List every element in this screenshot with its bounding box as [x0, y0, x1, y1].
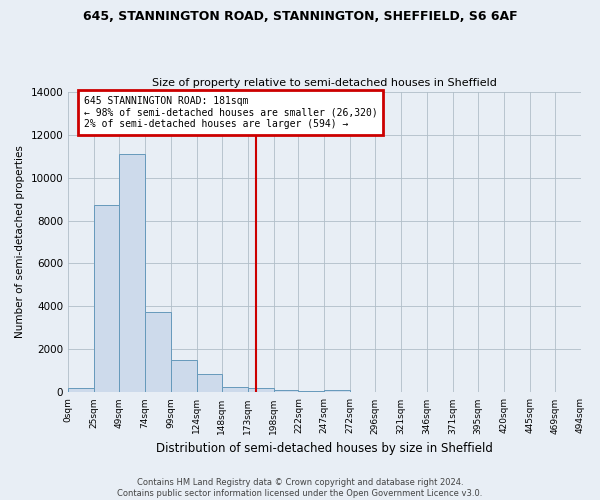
Bar	[197, 374, 221, 392]
Bar	[274, 390, 298, 392]
Bar	[94, 206, 119, 392]
Text: Contains HM Land Registry data © Crown copyright and database right 2024.
Contai: Contains HM Land Registry data © Crown c…	[118, 478, 482, 498]
X-axis label: Distribution of semi-detached houses by size in Sheffield: Distribution of semi-detached houses by …	[156, 442, 493, 455]
Text: 645 STANNINGTON ROAD: 181sqm
← 98% of semi-detached houses are smaller (26,320)
: 645 STANNINGTON ROAD: 181sqm ← 98% of se…	[83, 96, 377, 130]
Bar	[145, 312, 171, 392]
Bar	[171, 360, 197, 392]
Bar	[248, 388, 274, 392]
Text: 645, STANNINGTON ROAD, STANNINGTON, SHEFFIELD, S6 6AF: 645, STANNINGTON ROAD, STANNINGTON, SHEF…	[83, 10, 517, 23]
Bar	[68, 388, 94, 392]
Bar	[119, 154, 145, 392]
Y-axis label: Number of semi-detached properties: Number of semi-detached properties	[15, 146, 25, 338]
Bar	[221, 387, 248, 392]
Bar	[325, 390, 350, 392]
Title: Size of property relative to semi-detached houses in Sheffield: Size of property relative to semi-detach…	[152, 78, 497, 88]
